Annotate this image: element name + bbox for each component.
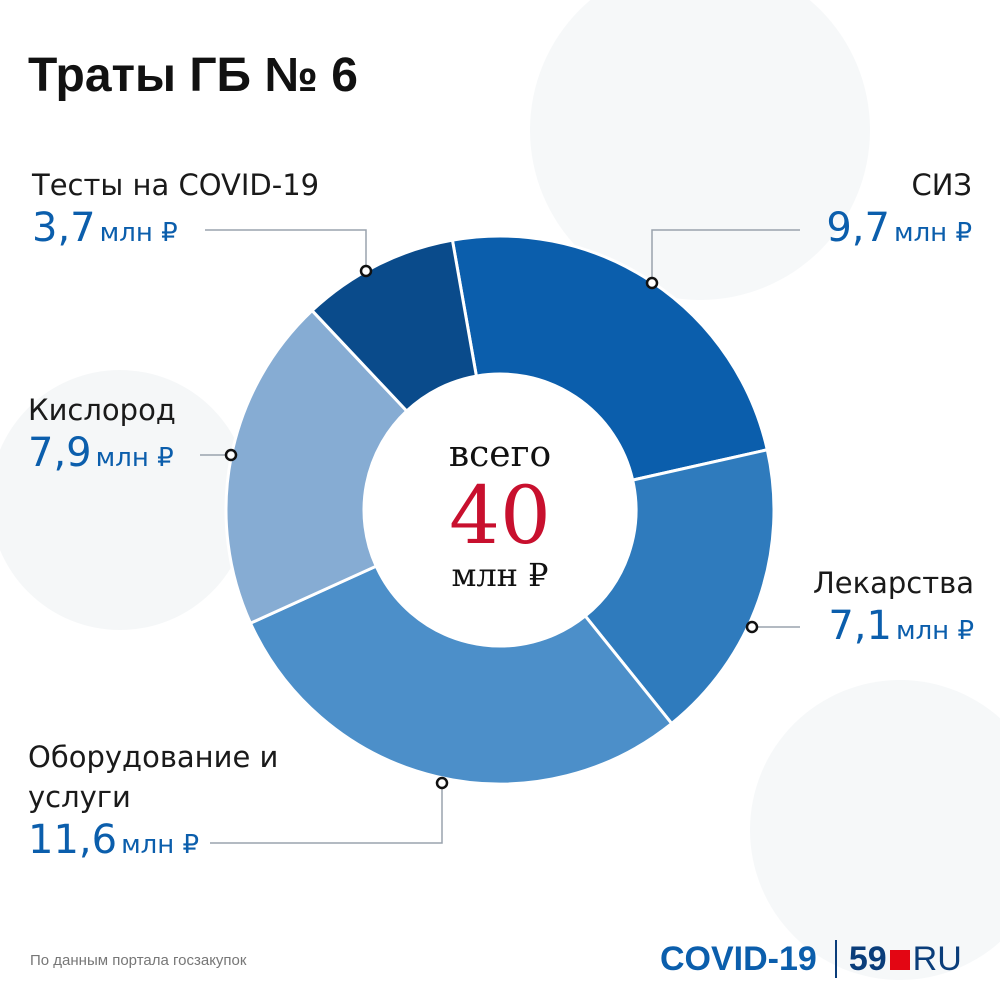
value-unit: млн ₽	[99, 218, 178, 248]
value-line: 11,6 млн ₽	[28, 817, 328, 868]
donut-slice	[450, 234, 770, 482]
brand-suffix: RU	[912, 940, 962, 978]
value-label: 11,6	[28, 817, 118, 863]
leader-line	[651, 229, 800, 283]
value-line: 9,7 млн ₽	[826, 205, 972, 256]
slice-label: СИЗ 9,7 млн ₽	[826, 165, 972, 256]
leader-line	[210, 783, 443, 844]
brand: 59	[834, 940, 887, 978]
center-total: 40	[449, 469, 551, 562]
center-label: всего	[449, 434, 551, 475]
leader-dot	[224, 448, 238, 462]
value-label: 7,9	[28, 430, 92, 476]
value-unit: млн ₽	[893, 218, 972, 248]
donut-slice	[309, 238, 479, 414]
value-label: 7,1	[828, 603, 892, 649]
slice-label: Лекарства 7,1 млн ₽	[813, 563, 974, 654]
category-name: Оборудование и услуги	[28, 740, 279, 814]
category-name: Лекарства	[812, 566, 974, 600]
value-label: 9,7	[826, 205, 890, 251]
center-unit: млн ₽	[451, 556, 548, 594]
logo-text: COVID-19	[660, 940, 817, 978]
source-note: По данным портала госзакупок	[30, 952, 247, 969]
value-label: 3,7	[32, 205, 96, 251]
donut-slice	[248, 564, 674, 786]
value-unit: млн ₽	[895, 616, 974, 646]
donut-slice	[224, 308, 409, 626]
leader-dot	[435, 776, 449, 790]
chart-title: Траты ГБ № 6	[28, 49, 358, 102]
value-line: 7,9 млн ₽	[28, 430, 176, 481]
slice-label: Тесты на COVID-19 3,7 млн ₽	[32, 165, 319, 256]
value-unit: млн ₽	[121, 830, 200, 860]
category-name: Тесты на COVID-19	[32, 168, 320, 202]
value-line: 7,1 млн ₽	[813, 603, 974, 654]
logo: COVID-19 59 RU	[660, 940, 962, 979]
leader-dot	[359, 264, 373, 278]
donut-slice	[583, 447, 776, 726]
leader-dot	[645, 276, 659, 290]
category-name: СИЗ	[911, 168, 972, 202]
leader-line	[205, 229, 367, 271]
slice-label: Оборудование и услуги 11,6 млн ₽	[28, 737, 328, 868]
leader-dot	[745, 620, 759, 634]
value-unit: млн ₽	[95, 443, 174, 473]
value-line: 3,7 млн ₽	[32, 205, 319, 256]
slice-label: Кислород 7,9 млн ₽	[28, 390, 176, 481]
brand-square	[889, 950, 910, 970]
category-name: Кислород	[28, 393, 176, 427]
